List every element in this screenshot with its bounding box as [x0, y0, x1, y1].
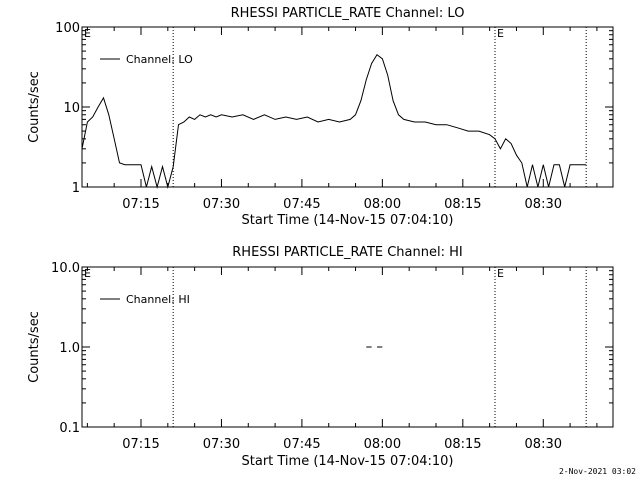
chart-panel-1: RHESSI PARTICLE_RATE Channel: HI 0.1 1.0 10…: [27, 245, 614, 469]
y-tick-label: 10.0: [51, 261, 80, 276]
chart-panel-0: RHESSI PARTICLE_RATE Channel: LO 1 10 100 07…: [27, 6, 614, 228]
corner-label: E: [84, 267, 91, 280]
y-tick-label: 100: [55, 21, 80, 36]
x-tick-label: 08:15: [444, 437, 481, 452]
x-axis-label: Start Time (14-Nov-15 07:04:10): [242, 454, 454, 469]
y-axis-label: Counts/sec: [27, 311, 42, 383]
plot-frame: [81, 266, 614, 428]
x-tick-label: 07:45: [283, 197, 320, 212]
y-tick-label: 10: [63, 101, 80, 116]
legend-label: Channel: HI: [126, 293, 190, 306]
x-tick-label: 07:30: [203, 437, 240, 452]
y-tick-label: 0.1: [59, 421, 80, 436]
x-tick-label: 08:30: [525, 437, 562, 452]
plot-frame: [81, 26, 614, 188]
time-marker-label: E: [497, 267, 504, 280]
x-tick-label: 07:30: [203, 197, 240, 212]
y-axis-label: Counts/sec: [27, 71, 42, 143]
x-tick-label: 08:15: [444, 197, 481, 212]
x-tick-label: 07:15: [122, 197, 159, 212]
x-tick-label: 07:15: [122, 437, 159, 452]
x-tick-label: 08:00: [364, 197, 401, 212]
chart-title: RHESSI PARTICLE_RATE Channel: LO: [231, 6, 465, 21]
x-tick-label: 07:45: [283, 437, 320, 452]
x-tick-label: 08:30: [525, 197, 562, 212]
x-axis-label: Start Time (14-Nov-15 07:04:10): [242, 213, 454, 228]
series-line: [81, 53, 587, 189]
y-tick-label: 1.0: [59, 341, 80, 356]
legend-label: Channel: LO: [126, 53, 193, 66]
time-marker-label: E: [497, 27, 504, 40]
y-tick-label: 1: [72, 181, 80, 196]
chart-title: RHESSI PARTICLE_RATE Channel: HI: [232, 245, 462, 260]
corner-label: E: [84, 27, 91, 40]
footer-timestamp: 2-Nov-2021 03:02: [558, 467, 636, 476]
x-tick-label: 08:00: [364, 437, 401, 452]
